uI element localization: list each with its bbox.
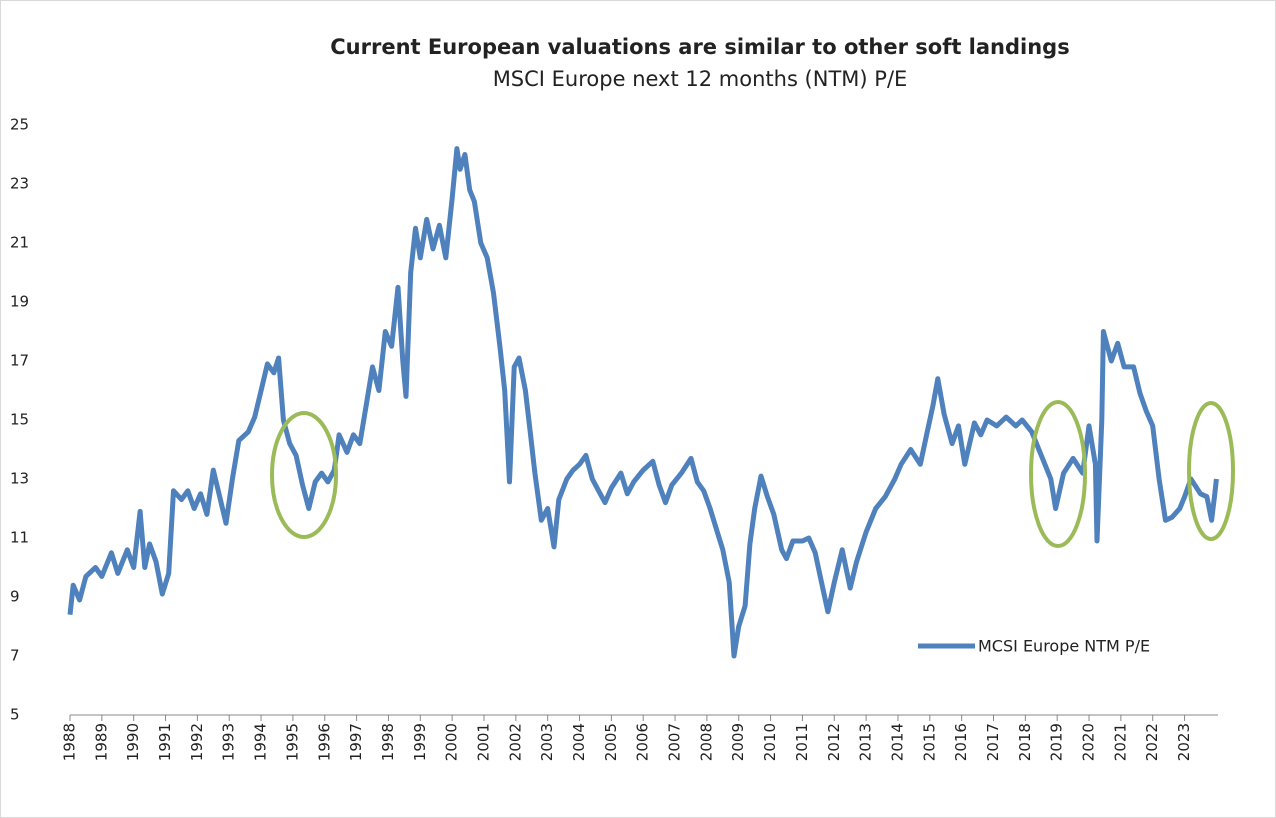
plot-area (67, 146, 1219, 659)
x-tick-label: 2004 (570, 723, 588, 761)
legend-label: MCSI Europe NTM P/E (978, 637, 1150, 656)
y-tick-label: 21 (10, 234, 29, 252)
y-tick-label: 19 (10, 293, 29, 311)
x-tick-label: 2022 (1143, 723, 1161, 761)
x-tick-label: 1997 (347, 723, 365, 761)
y-tick-label: 13 (10, 470, 29, 488)
highlight-ellipse (270, 411, 338, 539)
x-tick-label: 1992 (188, 723, 206, 761)
chart-title: Current European valuations are similar … (330, 35, 1069, 59)
x-tick-label: 2000 (443, 723, 461, 761)
x-tick-label: 2017 (984, 723, 1002, 761)
x-tick-label: 2023 (1175, 723, 1193, 761)
y-tick-label: 17 (10, 352, 29, 370)
x-tick-label: 2012 (825, 723, 843, 761)
x-tick-label: 2005 (602, 723, 620, 761)
x-tick-label: 2020 (1080, 723, 1098, 761)
x-tick-label: 2014 (888, 723, 906, 761)
x-tick-label: 1994 (252, 723, 270, 761)
y-tick-label: 11 (10, 529, 29, 547)
x-tick-label: 1990 (124, 723, 142, 761)
x-tick-label: 2018 (1016, 723, 1034, 761)
y-tick-label: 5 (10, 706, 20, 724)
x-tick-label: 2016 (952, 723, 970, 761)
x-tick-label: 2003 (538, 723, 556, 761)
x-tick-label: 1989 (92, 723, 110, 761)
highlight-ellipse (1029, 400, 1087, 548)
x-tick-label: 2015 (920, 723, 938, 761)
x-tick-label: 2011 (793, 723, 811, 761)
x-tick-label: 1988 (61, 723, 79, 761)
chart-subtitle: MSCI Europe next 12 months (NTM) P/E (493, 67, 908, 91)
x-tick-label: 2008 (697, 723, 715, 761)
y-tick-label: 23 (10, 175, 29, 193)
y-tick-label: 7 (10, 647, 20, 665)
data-line (67, 146, 1219, 659)
x-tick-label: 2021 (1111, 723, 1129, 761)
x-tick-label: 1996 (315, 723, 333, 761)
y-tick-label: 9 (10, 588, 20, 606)
x-tick-label: 1999 (411, 723, 429, 761)
y-tick-label: 25 (10, 116, 29, 134)
x-tick-label: 1998 (379, 723, 397, 761)
y-tick-label: 15 (10, 411, 29, 429)
x-tick-label: 2002 (506, 723, 524, 761)
highlight-ellipse (1187, 401, 1235, 541)
x-tick-label: 1993 (220, 723, 238, 761)
x-tick-label: 1995 (283, 723, 301, 761)
x-tick-label: 2013 (857, 723, 875, 761)
x-tick-label: 2009 (729, 723, 747, 761)
x-tick-label: 1991 (156, 723, 174, 761)
x-tick-label: 2010 (761, 723, 779, 761)
x-tick-label: 2001 (474, 723, 492, 761)
x-tick-label: 2006 (634, 723, 652, 761)
x-tick-label: 2007 (666, 723, 684, 761)
x-tick-label: 2019 (1048, 723, 1066, 761)
